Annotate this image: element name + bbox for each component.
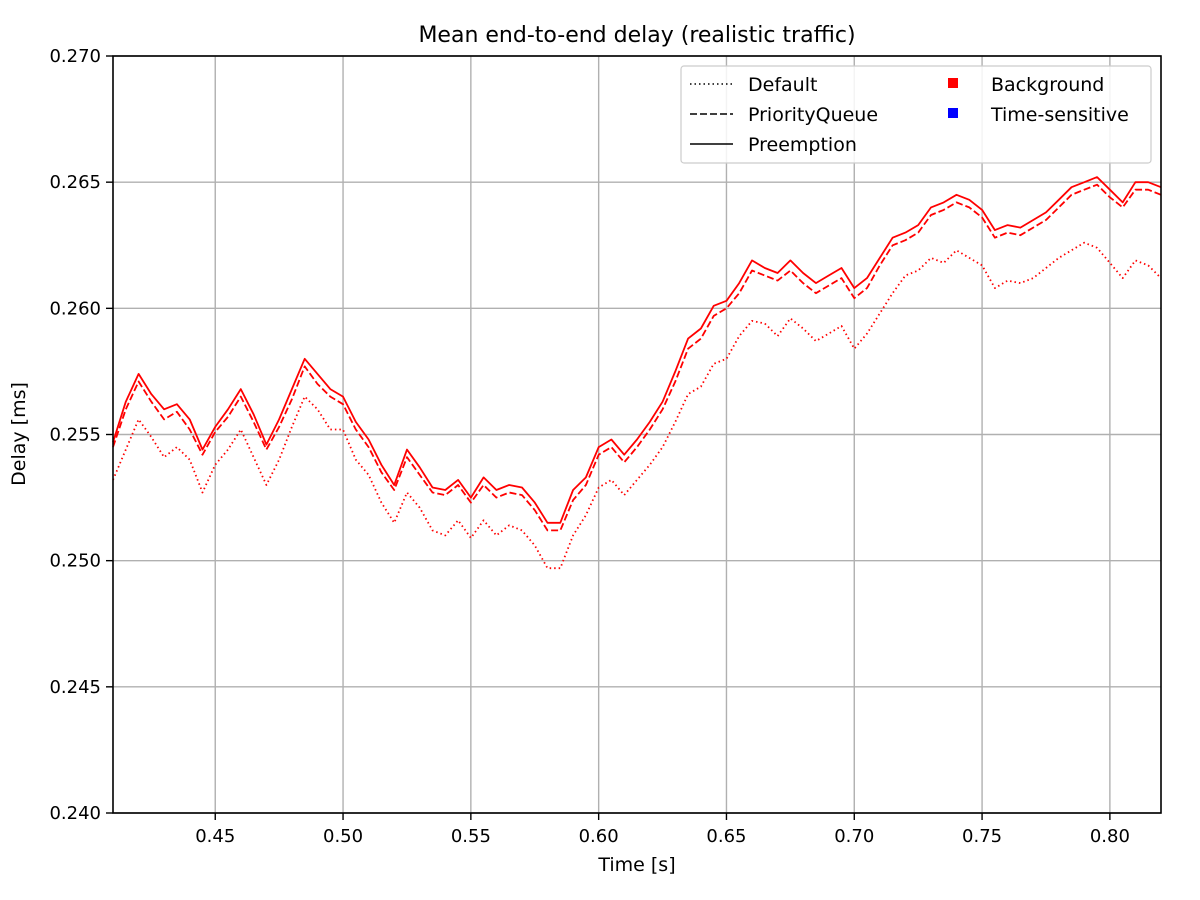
legend-background-swatch (948, 78, 958, 88)
series-line-default (112, 241, 1162, 570)
series-line-preemption (112, 176, 1162, 524)
y-tick-label: 0.260 (49, 298, 101, 319)
legend-default-label: Default (748, 74, 817, 96)
legend-time-sensitive-label: Time-sensitive (990, 104, 1129, 126)
legend-time-sensitive-swatch (948, 108, 958, 118)
x-tick-label: 0.70 (834, 826, 874, 847)
x-tick-label: 0.80 (1090, 826, 1130, 847)
legend-box (680, 65, 1152, 164)
legend-preemption-label: Preemption (748, 134, 857, 156)
chart-title: Mean end-to-end delay (realistic traffic… (418, 23, 855, 48)
y-tick-label: 0.255 (49, 425, 101, 446)
x-axis: 0.45 0.50 0.55 0.60 0.65 0.70 0.75 0.80 (195, 813, 1130, 847)
x-tick-label: 0.65 (706, 826, 746, 847)
series-layer (112, 176, 1162, 570)
legend-background-label: Background (991, 74, 1104, 96)
legend: Default PriorityQueue Preemption Backgro… (680, 65, 1152, 164)
x-tick-label: 0.55 (451, 826, 491, 847)
x-tick-label: 0.75 (962, 826, 1002, 847)
series-line-priorityqueue (112, 183, 1162, 532)
y-tick-label: 0.265 (49, 172, 101, 193)
y-axis-label: Delay [ms] (8, 382, 30, 486)
x-tick-label: 0.60 (579, 826, 619, 847)
x-tick-label: 0.45 (195, 826, 235, 847)
y-tick-label: 0.250 (49, 551, 101, 572)
y-tick-label: 0.245 (49, 677, 101, 698)
y-tick-label: 0.240 (49, 803, 101, 824)
x-tick-label: 0.50 (323, 826, 363, 847)
y-tick-label: 0.270 (49, 46, 101, 67)
y-axis: 0.240 0.245 0.250 0.255 0.260 0.265 0.270 (49, 46, 113, 824)
x-axis-label: Time [s] (597, 854, 675, 876)
legend-priorityqueue-label: PriorityQueue (748, 104, 878, 126)
